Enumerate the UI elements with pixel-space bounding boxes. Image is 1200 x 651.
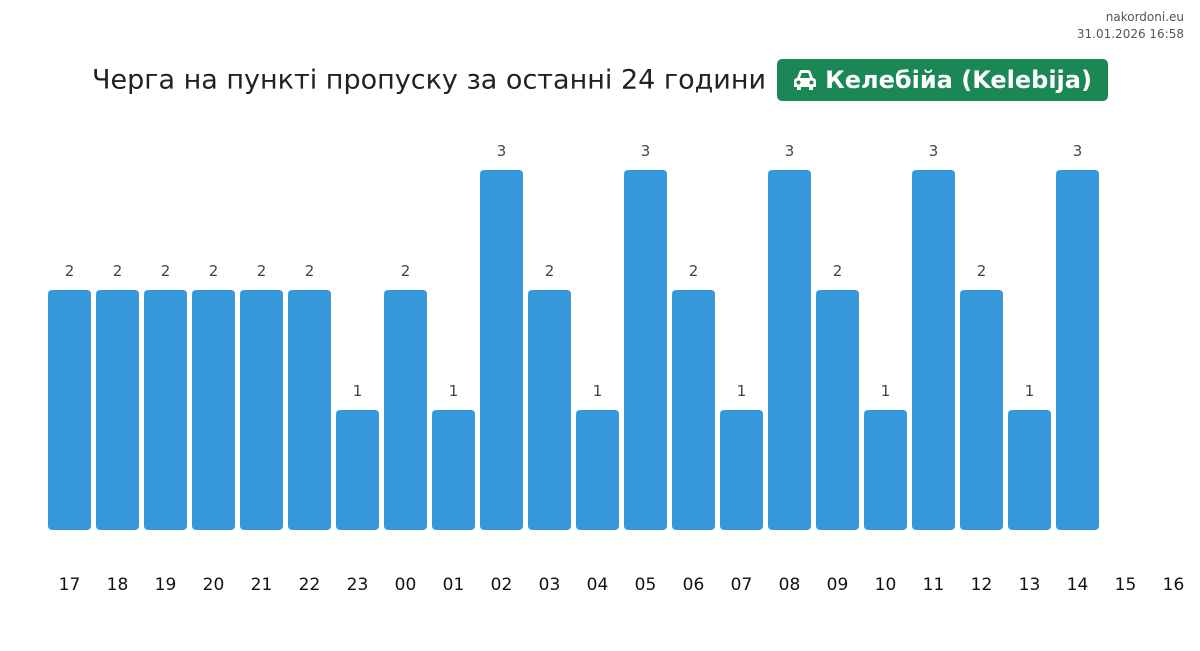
- data-label-13: 1: [1025, 382, 1035, 400]
- x-tick-21: 21: [251, 575, 273, 595]
- data-label-09: 2: [833, 262, 843, 280]
- x-tick-14: 14: [1067, 575, 1089, 595]
- data-label-12: 2: [977, 262, 987, 280]
- site-info: nakordoni.eu 31.01.2026 16:58: [1077, 9, 1184, 43]
- x-tick-08: 08: [779, 575, 801, 595]
- data-label-02: 3: [497, 142, 507, 160]
- x-tick-03: 03: [539, 575, 561, 595]
- bar-21: [240, 290, 283, 530]
- x-tick-02: 02: [491, 575, 513, 595]
- bar-04: [576, 410, 619, 530]
- bar-07: [720, 410, 763, 530]
- x-tick-18: 18: [107, 575, 129, 595]
- x-tick-22: 22: [299, 575, 321, 595]
- bar-00: [384, 290, 427, 530]
- x-tick-13: 13: [1019, 575, 1041, 595]
- bar-06: [672, 290, 715, 530]
- x-tick-09: 09: [827, 575, 849, 595]
- bar-12: [960, 290, 1003, 530]
- x-tick-10: 10: [875, 575, 897, 595]
- data-label-19: 2: [161, 262, 171, 280]
- x-tick-05: 05: [635, 575, 657, 595]
- bar-10: [864, 410, 907, 530]
- data-label-07: 1: [737, 382, 747, 400]
- data-label-00: 2: [401, 262, 411, 280]
- bar-08: [768, 170, 811, 530]
- car-icon: [794, 70, 817, 90]
- x-tick-15: 15: [1115, 575, 1137, 595]
- header: Черга на пункті пропуску за останні 24 г…: [0, 59, 1200, 101]
- bar-23: [336, 410, 379, 530]
- x-tick-11: 11: [923, 575, 945, 595]
- data-label-08: 3: [785, 142, 795, 160]
- x-tick-17: 17: [59, 575, 81, 595]
- bar-05: [624, 170, 667, 530]
- data-label-14: 3: [1073, 142, 1083, 160]
- bar-20: [192, 290, 235, 530]
- data-label-03: 2: [545, 262, 555, 280]
- bar-11: [912, 170, 955, 530]
- data-label-10: 1: [881, 382, 891, 400]
- data-label-17: 2: [65, 262, 75, 280]
- x-tick-16: 16: [1163, 575, 1185, 595]
- page-title: Черга на пункті пропуску за останні 24 г…: [92, 64, 767, 96]
- x-tick-00: 00: [395, 575, 417, 595]
- x-tick-06: 06: [683, 575, 705, 595]
- site-name: nakordoni.eu: [1105, 10, 1184, 24]
- data-label-22: 2: [305, 262, 315, 280]
- x-tick-19: 19: [155, 575, 177, 595]
- x-tick-23: 23: [347, 575, 369, 595]
- bar-13: [1008, 410, 1051, 530]
- x-tick-20: 20: [203, 575, 225, 595]
- checkpoint-name: Келебійа (Kelebija): [825, 66, 1092, 94]
- bar-22: [288, 290, 331, 530]
- bar-18: [96, 290, 139, 530]
- bar-14: [1056, 170, 1099, 530]
- timestamp: 31.01.2026 16:58: [1076, 27, 1184, 41]
- checkpoint-badge: Келебійа (Kelebija): [777, 59, 1108, 101]
- bar-02: [480, 170, 523, 530]
- data-label-05: 3: [641, 142, 651, 160]
- bar-09: [816, 290, 859, 530]
- x-tick-04: 04: [587, 575, 609, 595]
- data-label-01: 1: [449, 382, 459, 400]
- bar-01: [432, 410, 475, 530]
- data-label-23: 1: [353, 382, 363, 400]
- bar-03: [528, 290, 571, 530]
- bar-17: [48, 290, 91, 530]
- data-label-04: 1: [593, 382, 603, 400]
- data-label-18: 2: [113, 262, 123, 280]
- x-tick-07: 07: [731, 575, 753, 595]
- bar-19: [144, 290, 187, 530]
- data-label-21: 2: [257, 262, 267, 280]
- data-label-20: 2: [209, 262, 219, 280]
- x-tick-12: 12: [971, 575, 993, 595]
- data-label-11: 3: [929, 142, 939, 160]
- data-label-06: 2: [689, 262, 699, 280]
- x-tick-01: 01: [443, 575, 465, 595]
